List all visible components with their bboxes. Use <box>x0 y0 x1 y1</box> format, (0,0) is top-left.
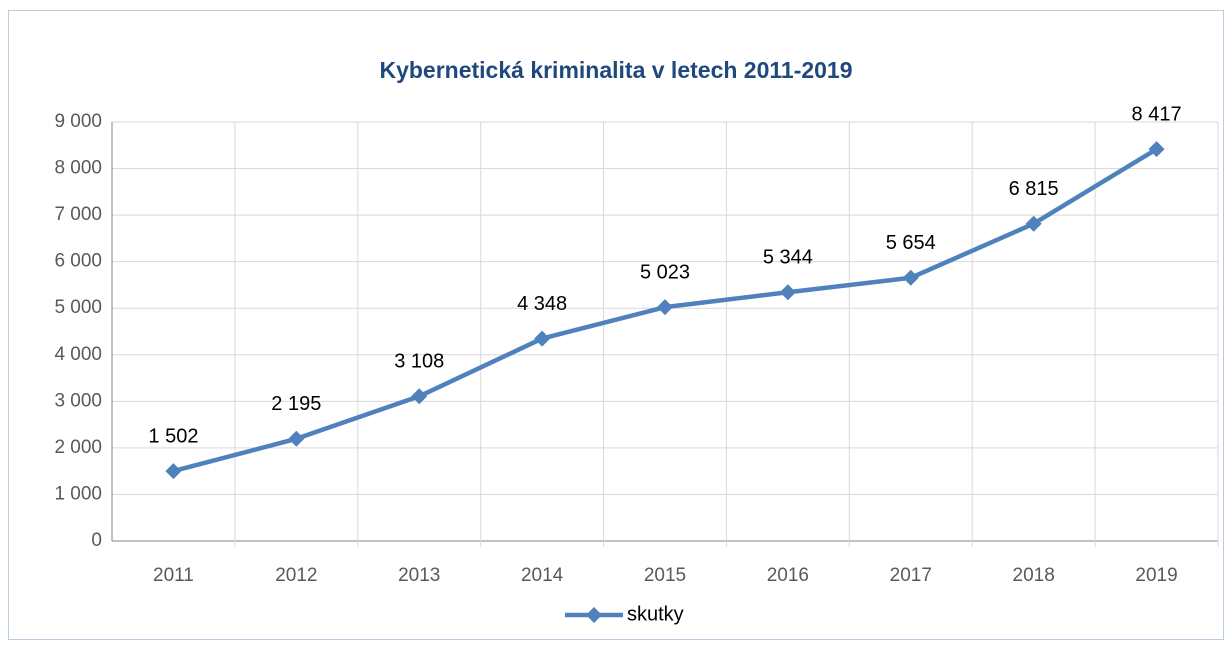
data-point <box>657 299 673 316</box>
x-tick-label: 2018 <box>1013 565 1055 586</box>
data-point <box>1148 141 1165 158</box>
chart-border <box>8 10 1224 640</box>
y-tick-label: 2 000 <box>54 437 102 458</box>
x-tick-label: 2012 <box>275 565 317 586</box>
x-tick-label: 2017 <box>890 565 932 586</box>
x-tick-label: 2011 <box>153 565 194 586</box>
legend-label: skutky <box>627 603 684 625</box>
x-tick-label: 2013 <box>398 565 440 586</box>
data-label: 5 654 <box>886 232 936 254</box>
data-label: 5 344 <box>763 246 813 268</box>
x-tick-label: 2016 <box>767 565 809 586</box>
data-label: 4 348 <box>517 293 567 315</box>
y-tick-label: 7 000 <box>54 204 102 225</box>
x-tick-label: 2014 <box>521 565 564 586</box>
chart-title: Kybernetická kriminalita v letech 2011-2… <box>379 57 852 83</box>
data-label: 1 502 <box>148 425 198 447</box>
data-label: 6 815 <box>1009 178 1059 200</box>
y-tick-label: 0 <box>91 530 102 551</box>
data-point <box>165 463 182 480</box>
y-tick-label: 9 000 <box>54 111 102 132</box>
data-label: 5 023 <box>640 261 690 283</box>
data-point <box>411 388 428 405</box>
y-tick-label: 4 000 <box>54 344 102 365</box>
y-tick-label: 1 000 <box>54 483 102 504</box>
data-label: 2 195 <box>271 393 321 415</box>
data-point <box>534 330 551 347</box>
data-point <box>902 269 919 286</box>
data-label: 3 108 <box>394 351 444 373</box>
x-tick-label: 2015 <box>644 565 686 586</box>
legend-marker <box>586 607 602 623</box>
y-tick-label: 8 000 <box>54 158 102 179</box>
y-tick-label: 3 000 <box>54 390 102 411</box>
data-point <box>779 284 796 301</box>
x-tick-label: 2019 <box>1135 565 1177 586</box>
data-point <box>1025 215 1042 232</box>
y-tick-label: 5 000 <box>54 297 102 318</box>
y-tick-label: 6 000 <box>54 251 102 272</box>
data-point <box>288 430 305 447</box>
data-label: 8 417 <box>1132 103 1182 125</box>
